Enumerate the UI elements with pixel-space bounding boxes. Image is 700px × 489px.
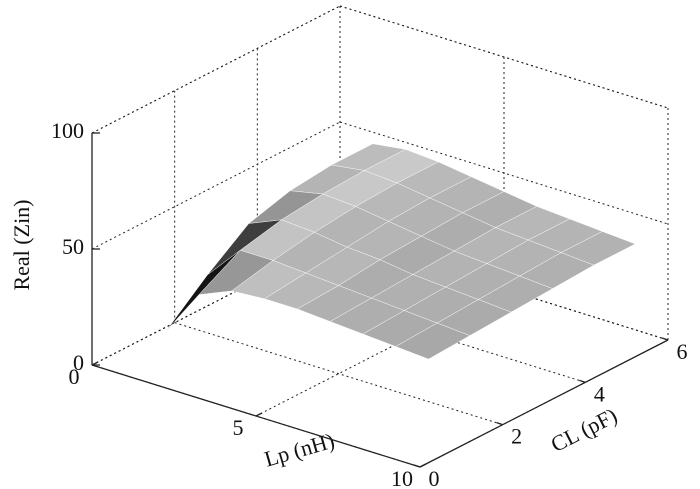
surface-patch [395, 322, 471, 360]
tick-mark [255, 412, 263, 417]
x-axis-label: Lp (nH) [262, 428, 338, 472]
tick-mark [419, 463, 427, 468]
tick-mark [91, 361, 99, 366]
tick-mark [496, 422, 503, 426]
grid-line [174, 322, 503, 426]
grid-line [91, 5, 341, 134]
tick-mark [579, 379, 586, 383]
y-tick-label: 0 [429, 466, 440, 489]
y-axis-label: CL (pF) [547, 403, 621, 457]
z-axis-label: Real (Zin) [9, 199, 34, 290]
tick-mark [413, 464, 421, 468]
tick-mark [661, 337, 669, 341]
x-tick-label: 10 [391, 466, 413, 489]
y-tick-label: 2 [511, 424, 522, 449]
x-tick-label: 0 [69, 364, 80, 389]
x-tick-label: 5 [233, 415, 244, 440]
z-tick-label: 50 [62, 234, 84, 259]
grid-line [91, 237, 341, 366]
grid-line [255, 288, 505, 417]
grid-line [91, 121, 341, 250]
z-tick-label: 0 [73, 350, 84, 375]
y-tick-label: 4 [594, 381, 605, 406]
y-axis [419, 339, 669, 468]
y-tick-label: 6 [677, 339, 688, 364]
z-tick-label: 100 [51, 118, 84, 143]
